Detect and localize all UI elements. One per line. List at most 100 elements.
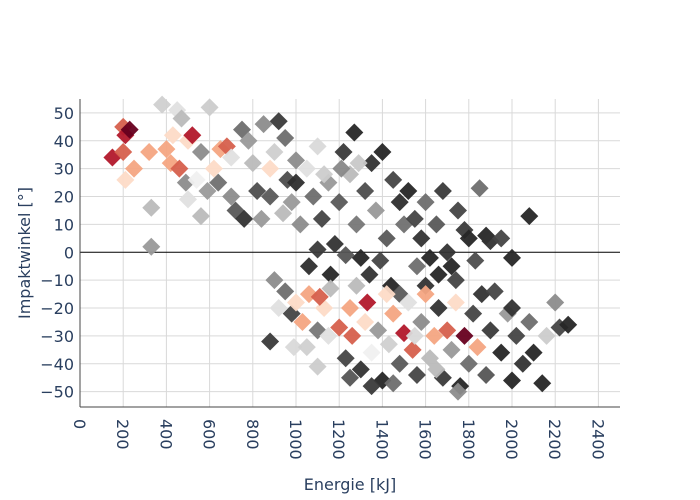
data-point bbox=[261, 159, 280, 178]
data-point bbox=[449, 201, 467, 220]
y-tick-label: −50 bbox=[40, 383, 74, 402]
data-point bbox=[446, 293, 465, 312]
data-point bbox=[379, 335, 398, 354]
data-point bbox=[390, 193, 409, 212]
data-point bbox=[399, 181, 418, 200]
data-point bbox=[477, 365, 496, 384]
x-tick-label: 2000 bbox=[502, 419, 521, 460]
data-point bbox=[356, 181, 375, 200]
y-tick-label: −20 bbox=[40, 299, 74, 318]
data-point bbox=[349, 154, 368, 173]
data-point bbox=[319, 326, 338, 345]
data-point bbox=[468, 338, 487, 357]
data-point bbox=[416, 285, 435, 304]
data-point bbox=[222, 148, 241, 167]
data-point bbox=[191, 142, 210, 161]
x-tick-label: 800 bbox=[243, 419, 262, 450]
y-tick-label: 10 bbox=[54, 215, 74, 234]
data-point bbox=[310, 287, 329, 306]
data-point bbox=[248, 181, 267, 200]
data-point bbox=[438, 243, 457, 262]
data-point bbox=[485, 282, 504, 301]
data-point bbox=[308, 357, 327, 376]
data-point bbox=[239, 131, 258, 150]
data-point bbox=[332, 159, 351, 178]
data-point bbox=[142, 237, 161, 256]
data-point bbox=[308, 137, 327, 156]
data-point bbox=[287, 151, 305, 170]
data-point bbox=[315, 165, 334, 184]
y-tick-label: 20 bbox=[54, 188, 74, 207]
data-point bbox=[287, 293, 305, 312]
data-point bbox=[330, 318, 349, 337]
data-point bbox=[209, 173, 228, 192]
data-point bbox=[377, 285, 396, 304]
data-point bbox=[492, 229, 511, 248]
data-point bbox=[503, 248, 521, 267]
axes: 0 200 400 600 800 1000 1200 1400 1600 1800 2000 220… bbox=[40, 99, 620, 460]
data-point bbox=[366, 201, 385, 220]
x-tick-label: 600 bbox=[200, 419, 219, 450]
x-tick-label: 400 bbox=[156, 419, 175, 450]
data-point bbox=[373, 142, 392, 161]
data-point bbox=[384, 170, 403, 189]
data-point bbox=[360, 265, 379, 284]
data-point bbox=[358, 293, 377, 312]
data-point bbox=[312, 209, 331, 228]
data-point bbox=[274, 204, 293, 223]
data-point bbox=[442, 257, 461, 276]
data-point bbox=[362, 377, 381, 396]
data-point bbox=[369, 321, 388, 340]
data-point bbox=[325, 234, 344, 253]
data-point bbox=[140, 142, 159, 161]
x-tick-label: 1800 bbox=[459, 419, 478, 460]
data-point bbox=[341, 299, 359, 318]
data-point bbox=[470, 179, 489, 198]
data-point bbox=[507, 326, 526, 345]
data-point bbox=[362, 154, 381, 173]
data-point bbox=[308, 240, 327, 259]
y-tick-label: 0 bbox=[64, 243, 74, 262]
data-point bbox=[384, 374, 403, 393]
data-point bbox=[276, 129, 295, 148]
data-point bbox=[291, 215, 310, 234]
plot-area bbox=[103, 95, 578, 401]
data-point bbox=[179, 190, 197, 209]
data-point bbox=[198, 181, 217, 200]
data-point bbox=[200, 98, 219, 117]
data-point bbox=[407, 257, 426, 276]
data-point bbox=[416, 193, 435, 212]
x-tick-label: 1400 bbox=[372, 419, 391, 460]
data-point bbox=[343, 326, 362, 345]
data-point bbox=[503, 371, 521, 390]
data-point bbox=[293, 312, 312, 331]
data-point bbox=[265, 142, 284, 161]
data-point bbox=[356, 312, 375, 331]
data-point bbox=[284, 338, 303, 357]
data-point bbox=[472, 285, 491, 304]
data-point bbox=[345, 123, 364, 142]
data-point bbox=[347, 215, 366, 234]
x-tick-label: 1200 bbox=[329, 419, 348, 460]
data-point bbox=[377, 229, 396, 248]
data-point bbox=[191, 207, 210, 226]
data-point bbox=[114, 142, 133, 161]
data-point bbox=[163, 126, 182, 145]
x-tick-label: 200 bbox=[113, 419, 132, 450]
data-point bbox=[341, 368, 359, 387]
x-tick-label: 1600 bbox=[416, 419, 435, 460]
data-point bbox=[425, 326, 444, 345]
data-point bbox=[170, 159, 189, 178]
data-point bbox=[537, 326, 556, 345]
data-point bbox=[204, 159, 223, 178]
data-point bbox=[412, 312, 431, 331]
data-point bbox=[427, 360, 446, 379]
data-point bbox=[299, 257, 318, 276]
data-point bbox=[187, 170, 206, 189]
data-point bbox=[254, 115, 273, 134]
data-point bbox=[427, 215, 446, 234]
data-point bbox=[559, 315, 578, 334]
data-point bbox=[157, 140, 176, 159]
